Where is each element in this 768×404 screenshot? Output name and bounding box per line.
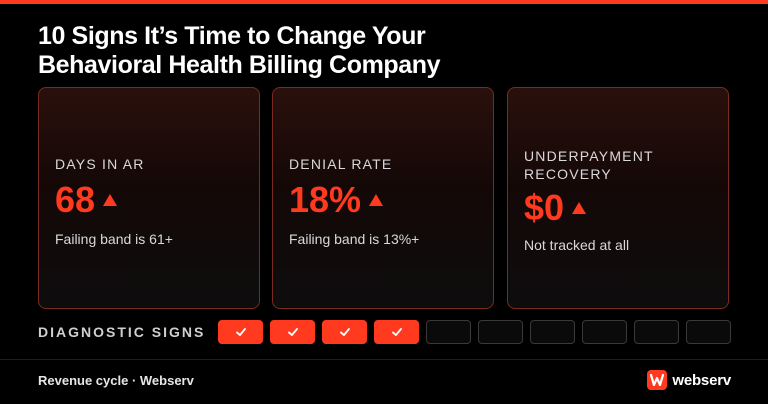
diagnostic-sign-empty [634, 320, 679, 344]
triangle-up-icon [572, 202, 587, 214]
metric-value-row: 18% [289, 179, 384, 220]
metric-card-denial-rate: DENIAL RATE 18% Failing band is 13%+ [272, 87, 494, 309]
title-line-2: Behavioral Health Billing Company [38, 51, 441, 79]
footer-caption: Revenue cycle · Webserv [38, 373, 194, 388]
diagnostic-signs-tracker [218, 320, 731, 344]
webserv-w-icon [647, 370, 668, 390]
diagnostic-sign-empty [582, 320, 627, 344]
diagnostic-signs-label: DIAGNOSTIC SIGNS [38, 324, 206, 340]
metric-label: UNDERPAYMENT RECOVERY [524, 147, 714, 183]
metric-card-underpayment-recovery: UNDERPAYMENT RECOVERY $0 Not tracked at … [507, 87, 729, 309]
triangle-up-icon [103, 194, 118, 206]
webserv-logo: webserv [647, 370, 731, 390]
metric-card-days-in-ar: DAYS IN AR 68 Failing band is 61+ [38, 87, 260, 309]
metric-label: DENIAL RATE [289, 156, 393, 172]
diagnostic-sign-empty [530, 320, 575, 344]
metric-note: Failing band is 13%+ [289, 231, 420, 247]
checkmark-icon [287, 328, 298, 336]
diagnostic-sign-checked [322, 320, 367, 344]
diagnostic-sign-empty [478, 320, 523, 344]
metric-value-row: $0 [524, 187, 587, 228]
logo-text: webserv [672, 371, 731, 389]
diagnostic-sign-checked [218, 320, 263, 344]
diagnostic-sign-checked [270, 320, 315, 344]
metric-value: 18% [289, 179, 362, 220]
checkmark-icon [391, 328, 402, 336]
metric-note: Not tracked at all [524, 237, 630, 253]
triangle-up-icon [369, 194, 384, 206]
metric-value: 68 [55, 179, 96, 220]
checkmark-icon [339, 328, 350, 336]
top-accent-bar [0, 0, 768, 4]
diagnostic-sign-empty [426, 320, 471, 344]
metric-label-line-1: UNDERPAYMENT [524, 148, 654, 164]
diagnostic-sign-empty [686, 320, 731, 344]
checkmark-icon [235, 328, 246, 336]
footer-divider [0, 359, 768, 360]
metric-note: Failing band is 61+ [55, 231, 173, 247]
metric-label: DAYS IN AR [55, 156, 145, 172]
title-line-1: 10 Signs It’s Time to Change Your [38, 22, 426, 50]
metric-value: $0 [524, 187, 565, 228]
metric-label-line-2: RECOVERY [524, 166, 612, 182]
metric-value-row: 68 [55, 179, 118, 220]
page-title: 10 Signs It’s Time to Change Your Behavi… [38, 22, 558, 80]
diagnostic-sign-checked [374, 320, 419, 344]
